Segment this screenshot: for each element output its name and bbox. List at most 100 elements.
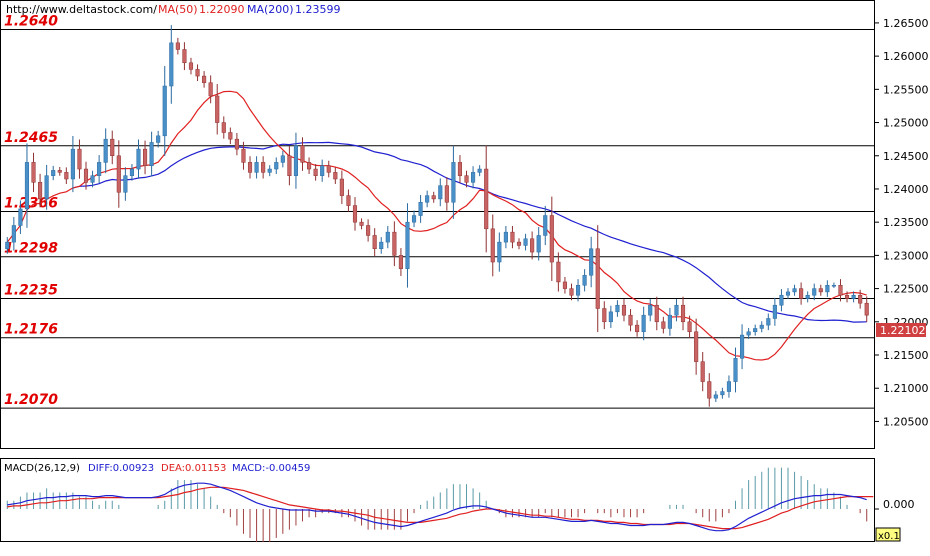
candle — [569, 283, 574, 301]
macd-zero-tick: 0.000 — [883, 498, 915, 511]
candle-body-down — [700, 361, 705, 382]
candle — [372, 228, 377, 257]
candle-body-down — [116, 155, 121, 193]
candle-body-down — [858, 294, 863, 304]
candle — [320, 159, 325, 182]
candle-body-up — [477, 168, 482, 173]
candle — [208, 75, 213, 104]
candle — [247, 156, 253, 179]
candle-body-up — [385, 231, 390, 243]
candle — [11, 217, 16, 251]
candle-body-down — [818, 288, 823, 293]
candle — [438, 178, 443, 207]
candle — [110, 130, 115, 165]
candle-body-down — [484, 168, 489, 230]
macd-diff-label: DIFF:0.00923 — [88, 463, 154, 474]
candle — [77, 139, 82, 179]
candle — [582, 269, 587, 292]
candle-body-down — [57, 170, 62, 173]
candle-body-down — [287, 155, 292, 176]
candle — [254, 156, 259, 179]
candle — [307, 157, 312, 175]
candle — [241, 141, 246, 170]
level-label: 1.2176 — [4, 322, 58, 338]
candle-body-up — [24, 162, 30, 210]
candle-body-up — [169, 42, 174, 87]
candle — [471, 166, 476, 189]
candle-body-down — [241, 148, 246, 163]
candle-body-up — [471, 172, 476, 183]
candle — [18, 200, 23, 234]
candle — [621, 299, 627, 322]
candle-body-up — [405, 221, 410, 269]
candle — [300, 137, 305, 171]
candle-body-up — [726, 381, 732, 392]
candle — [339, 170, 344, 205]
candle-body-up — [831, 285, 836, 287]
candle-body-up — [18, 208, 23, 226]
candle-body-up — [503, 231, 508, 243]
level-label: 1.2070 — [4, 392, 58, 408]
candle-body-up — [149, 142, 154, 166]
candle-body-up — [162, 85, 167, 137]
candle — [293, 132, 299, 189]
candle — [766, 313, 771, 331]
site-url[interactable]: http://www.deltastock.com/ — [6, 3, 157, 16]
candle — [510, 225, 515, 249]
candle-body-up — [379, 241, 384, 249]
candle — [123, 167, 128, 201]
candle-body-up — [418, 201, 423, 216]
candle — [333, 167, 338, 184]
candle-body-down — [208, 82, 213, 97]
candle-body-down — [490, 228, 495, 263]
candle-body-up — [267, 168, 272, 173]
candle — [280, 150, 285, 168]
candle-body-up — [425, 195, 430, 203]
candle-body-down — [838, 285, 843, 296]
candle-body-up — [51, 170, 56, 176]
candle-body-down — [333, 172, 338, 180]
candle-body-up — [451, 162, 456, 203]
price-tick-label: 1.20500 — [883, 415, 929, 428]
candle — [825, 280, 830, 297]
macd-diff-line — [7, 482, 867, 532]
candle — [785, 288, 791, 300]
candle-body-up — [792, 288, 797, 293]
candle-body-up — [70, 148, 75, 180]
candle-body-up — [103, 138, 108, 163]
candle — [844, 291, 850, 303]
candle — [753, 324, 758, 336]
candle — [543, 205, 548, 246]
candle-body-up — [274, 162, 279, 170]
candle-body-down — [602, 308, 607, 323]
candle — [595, 225, 600, 333]
candle-body-down — [621, 304, 627, 316]
candle-body-down — [64, 172, 69, 180]
candle-body-up — [11, 225, 16, 243]
candle — [57, 167, 62, 176]
candle-body-up — [641, 314, 646, 333]
ma200-value: 1.23599 — [295, 3, 341, 16]
price-tick-label: 1.25000 — [883, 117, 929, 130]
candle-body-up — [785, 291, 791, 296]
candle — [648, 299, 653, 322]
candle — [97, 155, 102, 183]
candle — [503, 225, 508, 249]
last-price-tag — [876, 323, 926, 337]
macd-scale-label: x0.1 — [878, 531, 900, 542]
candle — [24, 143, 30, 228]
candle-body-down — [202, 75, 207, 83]
candle — [287, 146, 292, 186]
candle — [654, 296, 659, 331]
candle-body-down — [247, 162, 253, 173]
candle — [51, 165, 56, 181]
candle — [411, 210, 417, 228]
candle-body-up — [280, 155, 285, 163]
candle-body-up — [5, 241, 10, 249]
candle — [129, 164, 134, 181]
candle-body-up — [713, 394, 718, 399]
candle-body-down — [234, 138, 239, 150]
candle-body-down — [110, 138, 115, 157]
candle — [70, 135, 75, 193]
